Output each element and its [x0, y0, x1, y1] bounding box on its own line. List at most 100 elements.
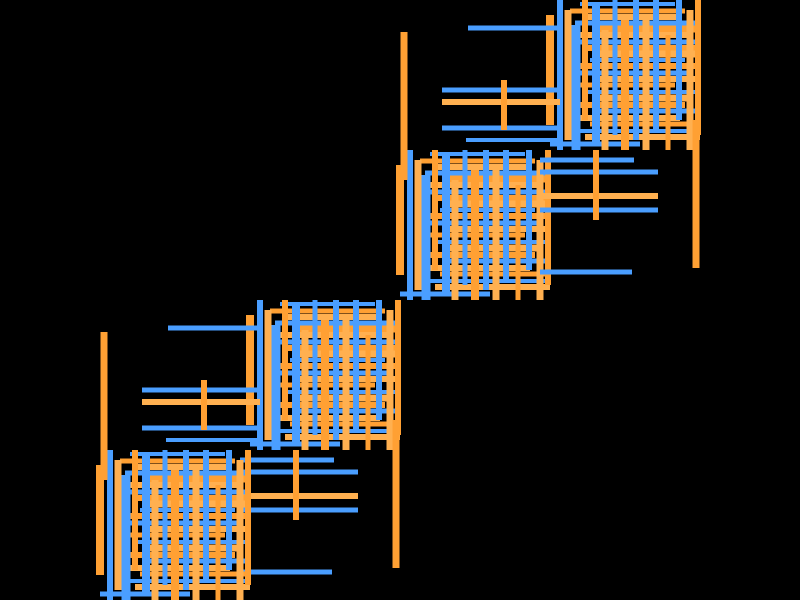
- vertical-bar: [432, 150, 438, 270]
- vertical-bar: [653, 0, 659, 130]
- horizontal-bar: [468, 25, 560, 31]
- vertical-bar: [246, 315, 254, 425]
- horizontal-bar: [240, 569, 332, 575]
- vertical-bar: [421, 175, 431, 300]
- vertical-bar: [203, 450, 209, 580]
- horizontal-bar: [168, 325, 260, 331]
- horizontal-bar: [300, 408, 400, 414]
- vertical-bar: [582, 0, 588, 120]
- horizontal-bar: [570, 129, 695, 133]
- vertical-bar: [271, 325, 281, 450]
- vertical-bar: [100, 332, 108, 480]
- horizontal-bar: [575, 102, 685, 108]
- horizontal-bar: [580, 115, 680, 121]
- vertical-bar: [642, 15, 650, 150]
- horizontal-bar: [425, 252, 535, 258]
- vertical-bar: [257, 300, 263, 450]
- vertical-bar: [293, 450, 299, 520]
- horizontal-bar: [280, 363, 400, 369]
- horizontal-bar: [600, 108, 700, 114]
- vertical-bar: [492, 165, 500, 300]
- vertical-bar: [471, 170, 479, 300]
- vertical-bar: [321, 320, 329, 450]
- vertical-bar: [592, 5, 600, 145]
- vertical-bar: [621, 20, 629, 150]
- horizontal-bar: [150, 558, 250, 564]
- vertical-bar: [503, 150, 509, 280]
- horizontal-bar: [120, 579, 245, 583]
- horizontal-bar: [466, 138, 560, 142]
- horizontal-bar: [420, 279, 545, 283]
- vertical-bar: [392, 420, 400, 568]
- cluster-top-right: [468, 0, 701, 268]
- vertical-bar: [695, 0, 701, 135]
- horizontal-bar: [130, 513, 250, 519]
- vertical-bar: [462, 150, 468, 285]
- vertical-bar: [132, 450, 138, 570]
- horizontal-bar: [280, 415, 380, 421]
- vertical-bar: [536, 160, 544, 300]
- vertical-bar: [301, 330, 309, 450]
- vertical-bar: [501, 80, 507, 130]
- cluster-center-left: [168, 300, 401, 575]
- horizontal-bar: [570, 8, 685, 14]
- horizontal-bar: [166, 438, 260, 442]
- horizontal-bar: [450, 258, 550, 264]
- vertical-bar: [292, 305, 300, 445]
- horizontal-bar: [130, 565, 230, 571]
- vertical-bar: [571, 25, 581, 150]
- vertical-bar: [407, 150, 413, 300]
- horizontal-bar: [240, 457, 334, 463]
- vertical-bar: [333, 300, 339, 440]
- vertical-bar: [564, 10, 572, 140]
- vertical-bar: [264, 310, 272, 440]
- vertical-bar: [400, 32, 408, 180]
- vertical-bar: [442, 155, 450, 295]
- vertical-bar: [183, 450, 189, 590]
- horizontal-bar: [580, 2, 675, 6]
- horizontal-bar: [540, 157, 634, 163]
- horizontal-bar: [280, 302, 375, 306]
- vertical-bar: [483, 150, 489, 290]
- horizontal-bar: [285, 314, 380, 320]
- horizontal-bar: [430, 152, 525, 156]
- vertical-bar: [142, 455, 150, 595]
- cluster-center-right: [396, 32, 658, 300]
- vertical-bar: [192, 465, 200, 600]
- vertical-bar: [686, 10, 694, 150]
- vertical-bar: [282, 300, 288, 420]
- vertical-bar: [676, 0, 682, 120]
- vertical-bar: [376, 300, 382, 420]
- vertical-bar: [601, 30, 609, 150]
- vertical-bar: [342, 315, 350, 450]
- horizontal-bar: [120, 458, 235, 464]
- vertical-bar: [692, 120, 700, 268]
- vertical-bar: [107, 450, 113, 600]
- horizontal-bar: [580, 63, 700, 69]
- horizontal-bar: [430, 213, 550, 219]
- cluster-bottom-left: [96, 332, 260, 600]
- vertical-bar: [151, 480, 159, 600]
- vertical-bar: [612, 0, 618, 135]
- vertical-bar: [201, 380, 207, 430]
- vertical-bar: [557, 0, 563, 150]
- vertical-bar: [395, 300, 401, 435]
- vertical-bar: [162, 450, 168, 585]
- vertical-bar: [545, 150, 551, 285]
- vertical-bar: [593, 150, 599, 220]
- horizontal-bar: [125, 552, 235, 558]
- horizontal-bar: [420, 158, 535, 164]
- vertical-bar: [365, 335, 371, 450]
- vertical-bar: [312, 300, 318, 435]
- vertical-bar: [236, 460, 244, 600]
- vertical-bar: [386, 310, 394, 450]
- vertical-bar: [526, 150, 532, 270]
- horizontal-bar: [130, 452, 225, 456]
- vertical-bar: [215, 485, 221, 600]
- horizontal-bar: [435, 164, 530, 170]
- vertical-bar: [121, 475, 131, 600]
- vertical-bar: [414, 160, 422, 290]
- horizontal-bar: [270, 308, 385, 314]
